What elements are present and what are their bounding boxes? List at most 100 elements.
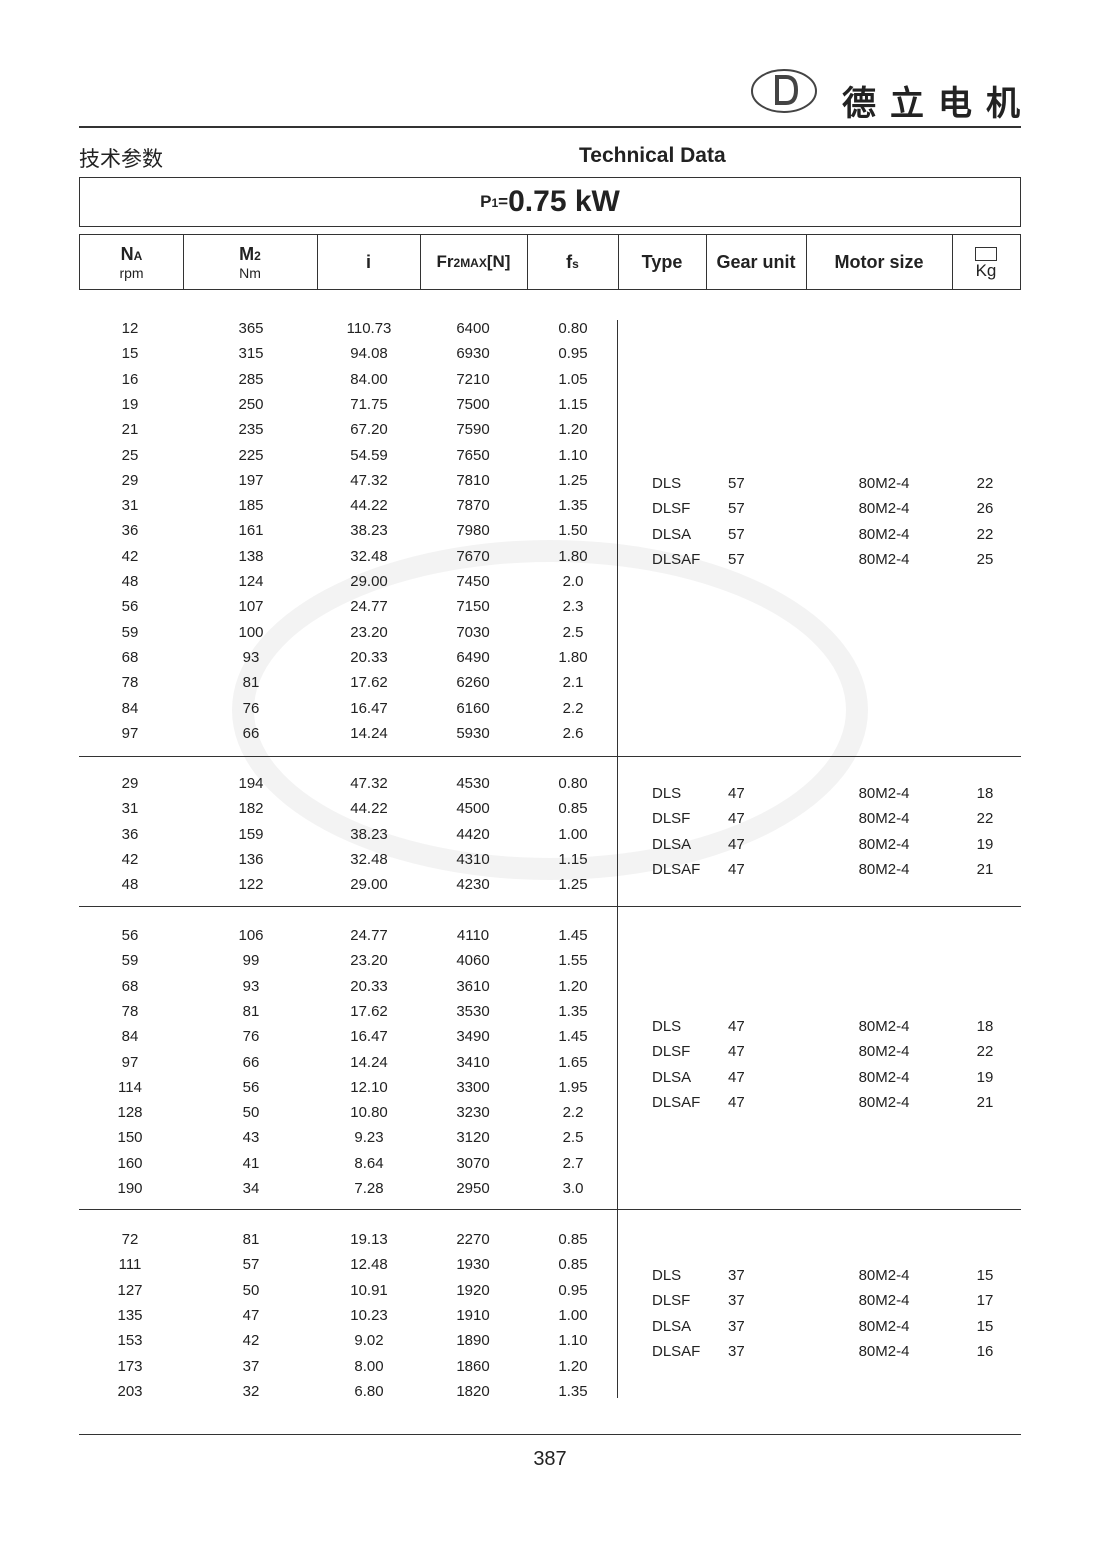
- cell-na: 72: [121, 1231, 139, 1248]
- cell-fr: 7450: [456, 573, 490, 590]
- cell-i: 29.00: [350, 876, 388, 894]
- cell-weight: 18: [976, 785, 994, 802]
- cell-type: DLS: [652, 1018, 682, 1035]
- col-na: NA rpm: [80, 235, 184, 289]
- cell-fr: 4420: [456, 825, 490, 843]
- cell-motor-size: 80M2-4: [858, 1292, 910, 1310]
- cell-weight: 16: [976, 1342, 994, 1360]
- cell-motor-size: 80M2-4: [858, 860, 910, 878]
- cell-weight: 22: [976, 525, 994, 543]
- cell-fs: 1.50: [558, 522, 588, 540]
- cell-i: 44.22: [350, 497, 388, 515]
- cell-fr: 1820: [456, 1382, 490, 1400]
- cell-m2: 100: [238, 623, 264, 641]
- cell-na: 59: [121, 623, 139, 641]
- cell-fr: 1920: [456, 1281, 490, 1299]
- cell-m2: 235: [238, 421, 264, 439]
- cell-fr: 7590: [456, 421, 490, 439]
- cell-weight: 21: [976, 1093, 994, 1111]
- cell-gear-unit: 57: [728, 525, 745, 543]
- cell-m2: 50: [242, 1281, 260, 1299]
- cell-m2: 41: [242, 1154, 260, 1172]
- cell-i: 9.23: [354, 1129, 384, 1147]
- cell-weight: 19: [976, 1068, 994, 1086]
- cell-motor-size: 80M2-4: [858, 810, 910, 828]
- cell-i: 44.22: [350, 800, 388, 818]
- cell-fs: 1.00: [558, 1306, 588, 1324]
- cell-na: 29: [121, 775, 139, 792]
- cell-i: 32.48: [350, 547, 388, 565]
- cell-fs: 0.85: [558, 800, 588, 818]
- cell-type: DLSAF: [652, 550, 701, 568]
- cell-m2: 182: [238, 800, 264, 818]
- cell-fs: 0.85: [558, 1231, 588, 1248]
- cell-motor-size: 80M2-4: [858, 1267, 910, 1284]
- cell-fr: 4110: [456, 927, 490, 944]
- cell-fs: 2.3: [562, 598, 584, 616]
- cell-type: DLS: [652, 785, 682, 802]
- cell-na: 56: [121, 598, 139, 616]
- cell-motor-size: 80M2-4: [858, 550, 910, 568]
- col-i: i: [317, 235, 421, 289]
- cell-i: 10.80: [350, 1104, 388, 1122]
- cell-fs: 1.15: [558, 395, 588, 413]
- cell-motor-size: 80M2-4: [858, 1043, 910, 1061]
- cell-na: 36: [121, 825, 139, 843]
- cell-na: 36: [121, 522, 139, 540]
- cell-fr: 6930: [456, 345, 490, 363]
- col-motor-size: Motor size: [806, 235, 953, 289]
- cell-fs: 1.05: [558, 370, 588, 388]
- cell-na: 48: [121, 573, 139, 590]
- cell-na: 68: [121, 648, 139, 666]
- cell-gear-unit: 57: [728, 475, 745, 492]
- cell-gear-unit: 47: [728, 810, 745, 828]
- cell-fr: 7210: [456, 370, 490, 388]
- cell-m2: 285: [238, 370, 264, 388]
- cell-fr: 4310: [456, 850, 490, 868]
- cell-i: 47.32: [350, 471, 388, 489]
- cell-m2: 93: [242, 648, 260, 666]
- cell-i: 17.62: [350, 674, 388, 692]
- cell-type: DLSF: [652, 810, 691, 828]
- cell-i: 16.47: [350, 699, 388, 717]
- cell-fs: 2.2: [562, 699, 584, 717]
- cell-na: 84: [121, 699, 139, 717]
- cell-fs: 2.5: [562, 623, 584, 641]
- cell-motor-size: 80M2-4: [858, 525, 910, 543]
- cell-na: 97: [121, 1053, 139, 1071]
- cell-na: 153: [117, 1332, 143, 1350]
- cell-type: DLSF: [652, 1043, 691, 1061]
- cell-weight: 22: [976, 1043, 994, 1061]
- cell-motor-size: 80M2-4: [858, 475, 910, 492]
- cell-fr: 3410: [456, 1053, 490, 1071]
- cell-m2: 185: [238, 497, 264, 515]
- brand-name: 德立电机: [842, 84, 1034, 124]
- cell-na: 21: [121, 421, 139, 439]
- power-value: 0.75 kW: [508, 185, 620, 218]
- cell-fr: 4230: [456, 876, 490, 894]
- cell-motor-size: 80M2-4: [858, 1317, 910, 1335]
- weight-icon: [975, 247, 997, 261]
- cell-m2: 81: [242, 674, 260, 692]
- cell-m2: 57: [242, 1256, 260, 1274]
- cell-na: 16: [121, 370, 139, 388]
- cell-fr: 1910: [456, 1306, 490, 1324]
- cell-fr: 3300: [456, 1078, 490, 1096]
- cell-na: 84: [121, 1028, 139, 1046]
- page-number: 387: [533, 1448, 567, 1470]
- cell-fs: 1.00: [558, 825, 588, 843]
- cell-na: 127: [117, 1281, 143, 1299]
- cell-fr: 3490: [456, 1028, 490, 1046]
- col-kg: Kg: [952, 235, 1020, 289]
- header-rule: [79, 126, 1021, 128]
- cell-motor-size: 80M2-4: [858, 1018, 910, 1035]
- cell-gear-unit: 37: [728, 1342, 745, 1360]
- cell-i: 47.32: [350, 775, 388, 792]
- cell-m2: 81: [242, 1231, 260, 1248]
- cell-m2: 37: [242, 1357, 260, 1375]
- cell-gear-unit: 47: [728, 860, 745, 878]
- col-gear-unit: Gear unit: [706, 235, 807, 289]
- cell-na: 203: [117, 1382, 143, 1400]
- cell-i: 10.23: [350, 1306, 388, 1324]
